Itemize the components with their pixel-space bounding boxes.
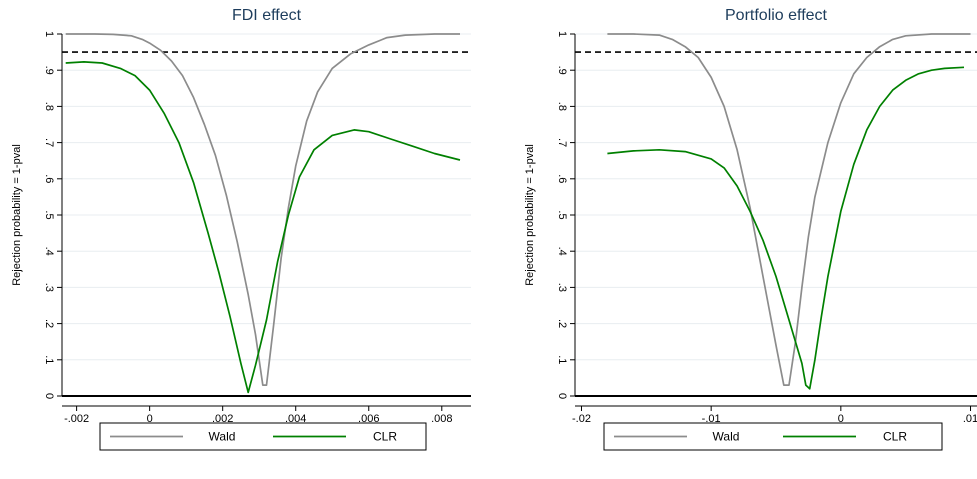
y-tick-label: .6 — [556, 174, 568, 183]
legend-label-clr: CLR — [373, 430, 397, 444]
y-tick-label: .2 — [43, 319, 55, 328]
series-line-wald — [607, 33, 971, 386]
y-tick-label: .8 — [556, 102, 568, 111]
y-tick-label: .9 — [556, 66, 568, 75]
chart-title: FDI effect — [232, 7, 302, 24]
chart-panel-2: 0 .1 .2 .3 .4 .5 .6 .7 .8 .9 1 -.02 -.01 0 .01 Portfoli… — [524, 7, 977, 451]
y-tick-label: 1 — [556, 31, 568, 37]
x-tick-label: .01 — [963, 413, 977, 425]
x-tick-label: .002 — [212, 413, 233, 425]
legend-label-wald: Wald — [209, 430, 236, 444]
y-tick-label: 1 — [43, 31, 55, 37]
legend-label-wald: Wald — [713, 430, 740, 444]
x-tick-label: .006 — [358, 413, 379, 425]
y-tick-label: .1 — [556, 355, 568, 364]
y-tick-label: .6 — [43, 174, 55, 183]
x-tick-label: -.002 — [64, 413, 89, 425]
y-tick-label: .7 — [556, 138, 568, 147]
y-tick-label: .5 — [556, 210, 568, 219]
y-tick-label: 0 — [556, 393, 568, 399]
x-tick-label: -.01 — [702, 413, 721, 425]
legend: Wald CLR — [99, 422, 427, 451]
y-tick-label: .7 — [43, 138, 55, 147]
x-tick-label: 0 — [147, 413, 153, 425]
series-line-clr — [65, 61, 461, 394]
y-tick-label: .1 — [43, 355, 55, 364]
y-tick-label: .4 — [556, 247, 568, 256]
series-line-wald — [65, 33, 460, 386]
y-tick-label: .3 — [556, 283, 568, 292]
x-tick-label: -.02 — [572, 413, 591, 425]
chart-title: Portfolio effect — [725, 7, 828, 24]
x-tick-label: 0 — [838, 413, 844, 425]
y-tick-label: .3 — [43, 283, 55, 292]
x-tick-label: .004 — [285, 413, 306, 425]
legend: Wald CLR — [603, 422, 943, 451]
chart-panel-1: 0 .1 .2 .3 .4 .5 .6 .7 .8 .9 1 -.002 0 .002 .004 .006 .0… — [11, 7, 471, 451]
legend-label-clr: CLR — [883, 430, 907, 444]
y-tick-label: .9 — [43, 66, 55, 75]
y-tick-label: .4 — [43, 247, 55, 256]
y-tick-label: 0 — [43, 393, 55, 399]
x-tick-label: .008 — [431, 413, 452, 425]
y-axis-label: Rejection probability = 1-pval — [524, 144, 536, 286]
series-line-clr — [607, 66, 965, 390]
y-tick-label: .2 — [556, 319, 568, 328]
y-tick-label: .5 — [43, 210, 55, 219]
y-axis-label: Rejection probability = 1-pval — [11, 144, 23, 286]
y-tick-label: .8 — [43, 102, 55, 111]
